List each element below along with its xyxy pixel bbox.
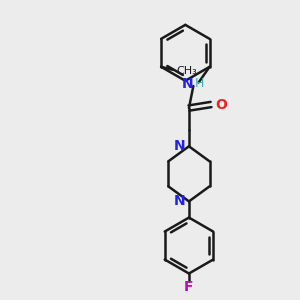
- Text: F: F: [184, 280, 194, 294]
- Text: H: H: [195, 77, 204, 90]
- Text: N: N: [174, 194, 185, 208]
- Text: N: N: [182, 76, 194, 91]
- Text: N: N: [174, 139, 185, 153]
- Text: CH₃: CH₃: [177, 66, 197, 76]
- Text: O: O: [215, 98, 227, 112]
